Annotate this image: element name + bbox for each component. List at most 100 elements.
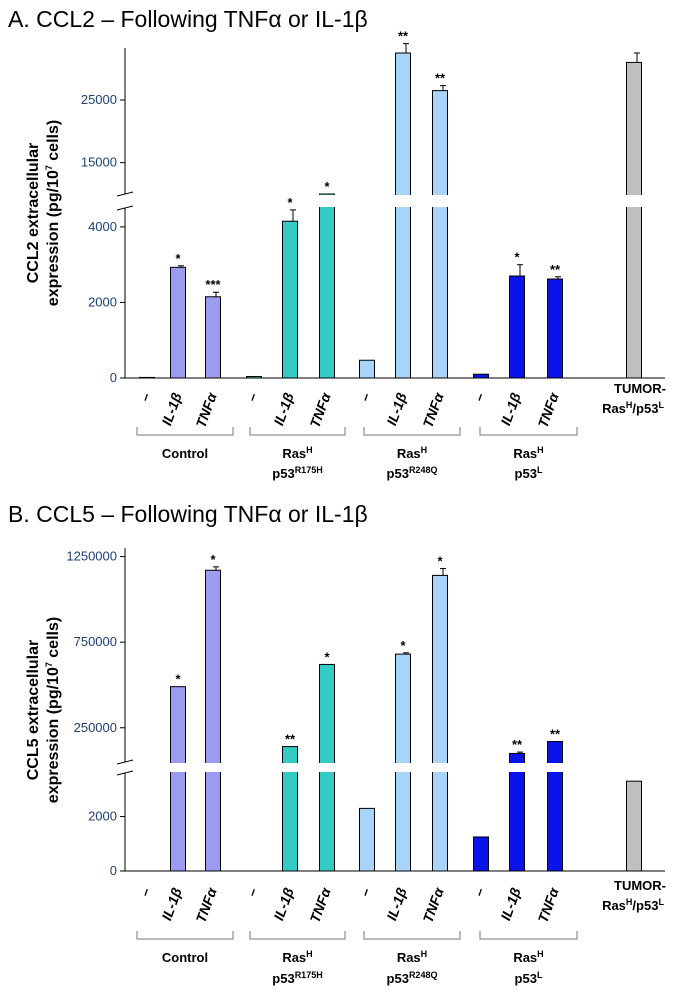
- group-label-text: p53: [515, 971, 537, 986]
- y-axis-label-line1: CCL2 extracellular: [25, 143, 42, 284]
- group-bracket: [136, 931, 234, 940]
- group-label-text: Ras: [397, 950, 421, 965]
- group-label-text: Control: [162, 446, 208, 461]
- category-label: –: [136, 885, 154, 898]
- group-label-line2: p53R248Q: [387, 465, 438, 481]
- group-label-line1: RasH: [282, 949, 312, 965]
- significance-label: *: [324, 649, 330, 664]
- axis-break-mark: [116, 759, 134, 765]
- group-label-line1: RasH: [397, 949, 427, 965]
- group-label-line2: p53R175H: [272, 465, 322, 481]
- group-bracket: [363, 931, 461, 940]
- bar: [509, 752, 525, 872]
- group-bracket: [479, 931, 578, 940]
- group-label-line1: RasH: [513, 445, 543, 461]
- group-bracket: [249, 931, 346, 940]
- y-tick-label: 0: [110, 863, 117, 878]
- bar: [205, 296, 221, 379]
- category-label: IL-1β: [497, 885, 524, 922]
- group-label-text: Ras: [282, 446, 306, 461]
- group-bracket: [136, 427, 234, 436]
- group-label-text: Ras: [397, 446, 421, 461]
- category-label: TNFα: [307, 884, 335, 924]
- category-label: IL-1β: [270, 885, 297, 922]
- bar: [547, 278, 563, 379]
- significance-label: **: [512, 737, 523, 752]
- bar-break-gap: [625, 195, 643, 207]
- category-label: TNFα: [535, 884, 563, 924]
- tumor-label-sup: L: [658, 400, 664, 410]
- bar: [282, 220, 298, 379]
- group-label-text: p53: [387, 971, 409, 986]
- y-axis-label-end: cells): [45, 617, 62, 662]
- group-label-text: Ras: [282, 950, 306, 965]
- group-label-sup: H: [306, 445, 313, 455]
- y-tick-label: 750000: [74, 634, 117, 649]
- significance-label: *: [400, 638, 406, 653]
- tumor-label-line1: TUMOR-: [614, 878, 666, 893]
- bar-break-gap: [394, 763, 412, 772]
- bar: [139, 376, 155, 379]
- bar: [319, 193, 335, 379]
- significance-label: *: [514, 250, 520, 265]
- tumor-label-sup: L: [658, 897, 664, 907]
- y-axis-label-end: cells): [45, 120, 62, 165]
- group-label-line2: p53L: [515, 970, 543, 986]
- bar-break-gap: [508, 763, 526, 772]
- group-bracket: [479, 427, 578, 436]
- category-label: TNFα: [535, 389, 563, 429]
- y-tick-label: 0: [110, 370, 117, 385]
- y-tick-label: 250000: [74, 720, 117, 735]
- y-tick-label: 25000: [81, 92, 117, 107]
- bar: [547, 740, 563, 872]
- tumor-label-line2: RasH/p53L: [602, 400, 664, 416]
- tumor-label-text: Ras: [602, 401, 626, 416]
- y-axis-label-text: expression (pg/10: [45, 667, 62, 803]
- significance-label: *: [175, 251, 181, 266]
- group-label-sup: H: [421, 949, 428, 959]
- group-label-text: p53: [272, 466, 294, 481]
- axis-break-mark: [116, 770, 134, 776]
- bar-break-gap: [204, 763, 222, 772]
- category-label: –: [136, 390, 154, 403]
- group-label-sup: R175H: [295, 970, 323, 980]
- chart-title: B. CCL5 – Following TNFα or IL-1β: [8, 501, 368, 527]
- significance-label: **: [550, 262, 561, 277]
- significance-label: *: [324, 179, 330, 194]
- significance-label: *: [210, 552, 216, 567]
- group-label-line1: RasH: [397, 445, 427, 461]
- y-axis-label-line2: expression (pg/107 cells): [44, 617, 62, 803]
- bar: [432, 90, 448, 379]
- y-axis-label-line1: CCL5 extracellular: [25, 640, 42, 781]
- tumor-label-sup: H: [626, 400, 633, 410]
- y-axis-label-sup: 7: [44, 165, 54, 170]
- category-label: TNFα: [420, 389, 448, 429]
- chart-ccl2: A. CCL2 – Following TNFα or IL-1β CCL2 ex…: [8, 6, 666, 481]
- chart-title: A. CCL2 – Following TNFα or IL-1β: [8, 6, 368, 32]
- category-label: TNFα: [420, 884, 448, 924]
- y-axis-label-line2: expression (pg/107 cells): [44, 120, 62, 306]
- y-axis-label: CCL5 extracellular expression (pg/107 cel…: [25, 617, 62, 803]
- y-axis-label-text: expression (pg/10: [45, 170, 62, 306]
- bar: [359, 359, 375, 379]
- bar: [359, 807, 375, 872]
- bar-break-gap: [546, 763, 564, 772]
- group-label-text: p53: [387, 466, 409, 481]
- category-label: –: [470, 885, 488, 898]
- bar: [473, 836, 489, 872]
- category-label: –: [356, 390, 374, 403]
- group-label-sup: H: [537, 445, 544, 455]
- bar: [205, 569, 221, 872]
- group-label-line2: p53R175H: [272, 970, 322, 986]
- bar-break-gap: [318, 763, 336, 772]
- significance-label: *: [287, 195, 293, 210]
- group-label-sup: H: [421, 445, 428, 455]
- group-label-sup: L: [537, 465, 543, 475]
- bar: [395, 52, 411, 379]
- group-label-text: Control: [162, 950, 208, 965]
- category-label: –: [243, 885, 261, 898]
- group-label-line1: Control: [162, 446, 208, 461]
- bar-break-gap: [169, 763, 187, 772]
- bar: [509, 275, 525, 379]
